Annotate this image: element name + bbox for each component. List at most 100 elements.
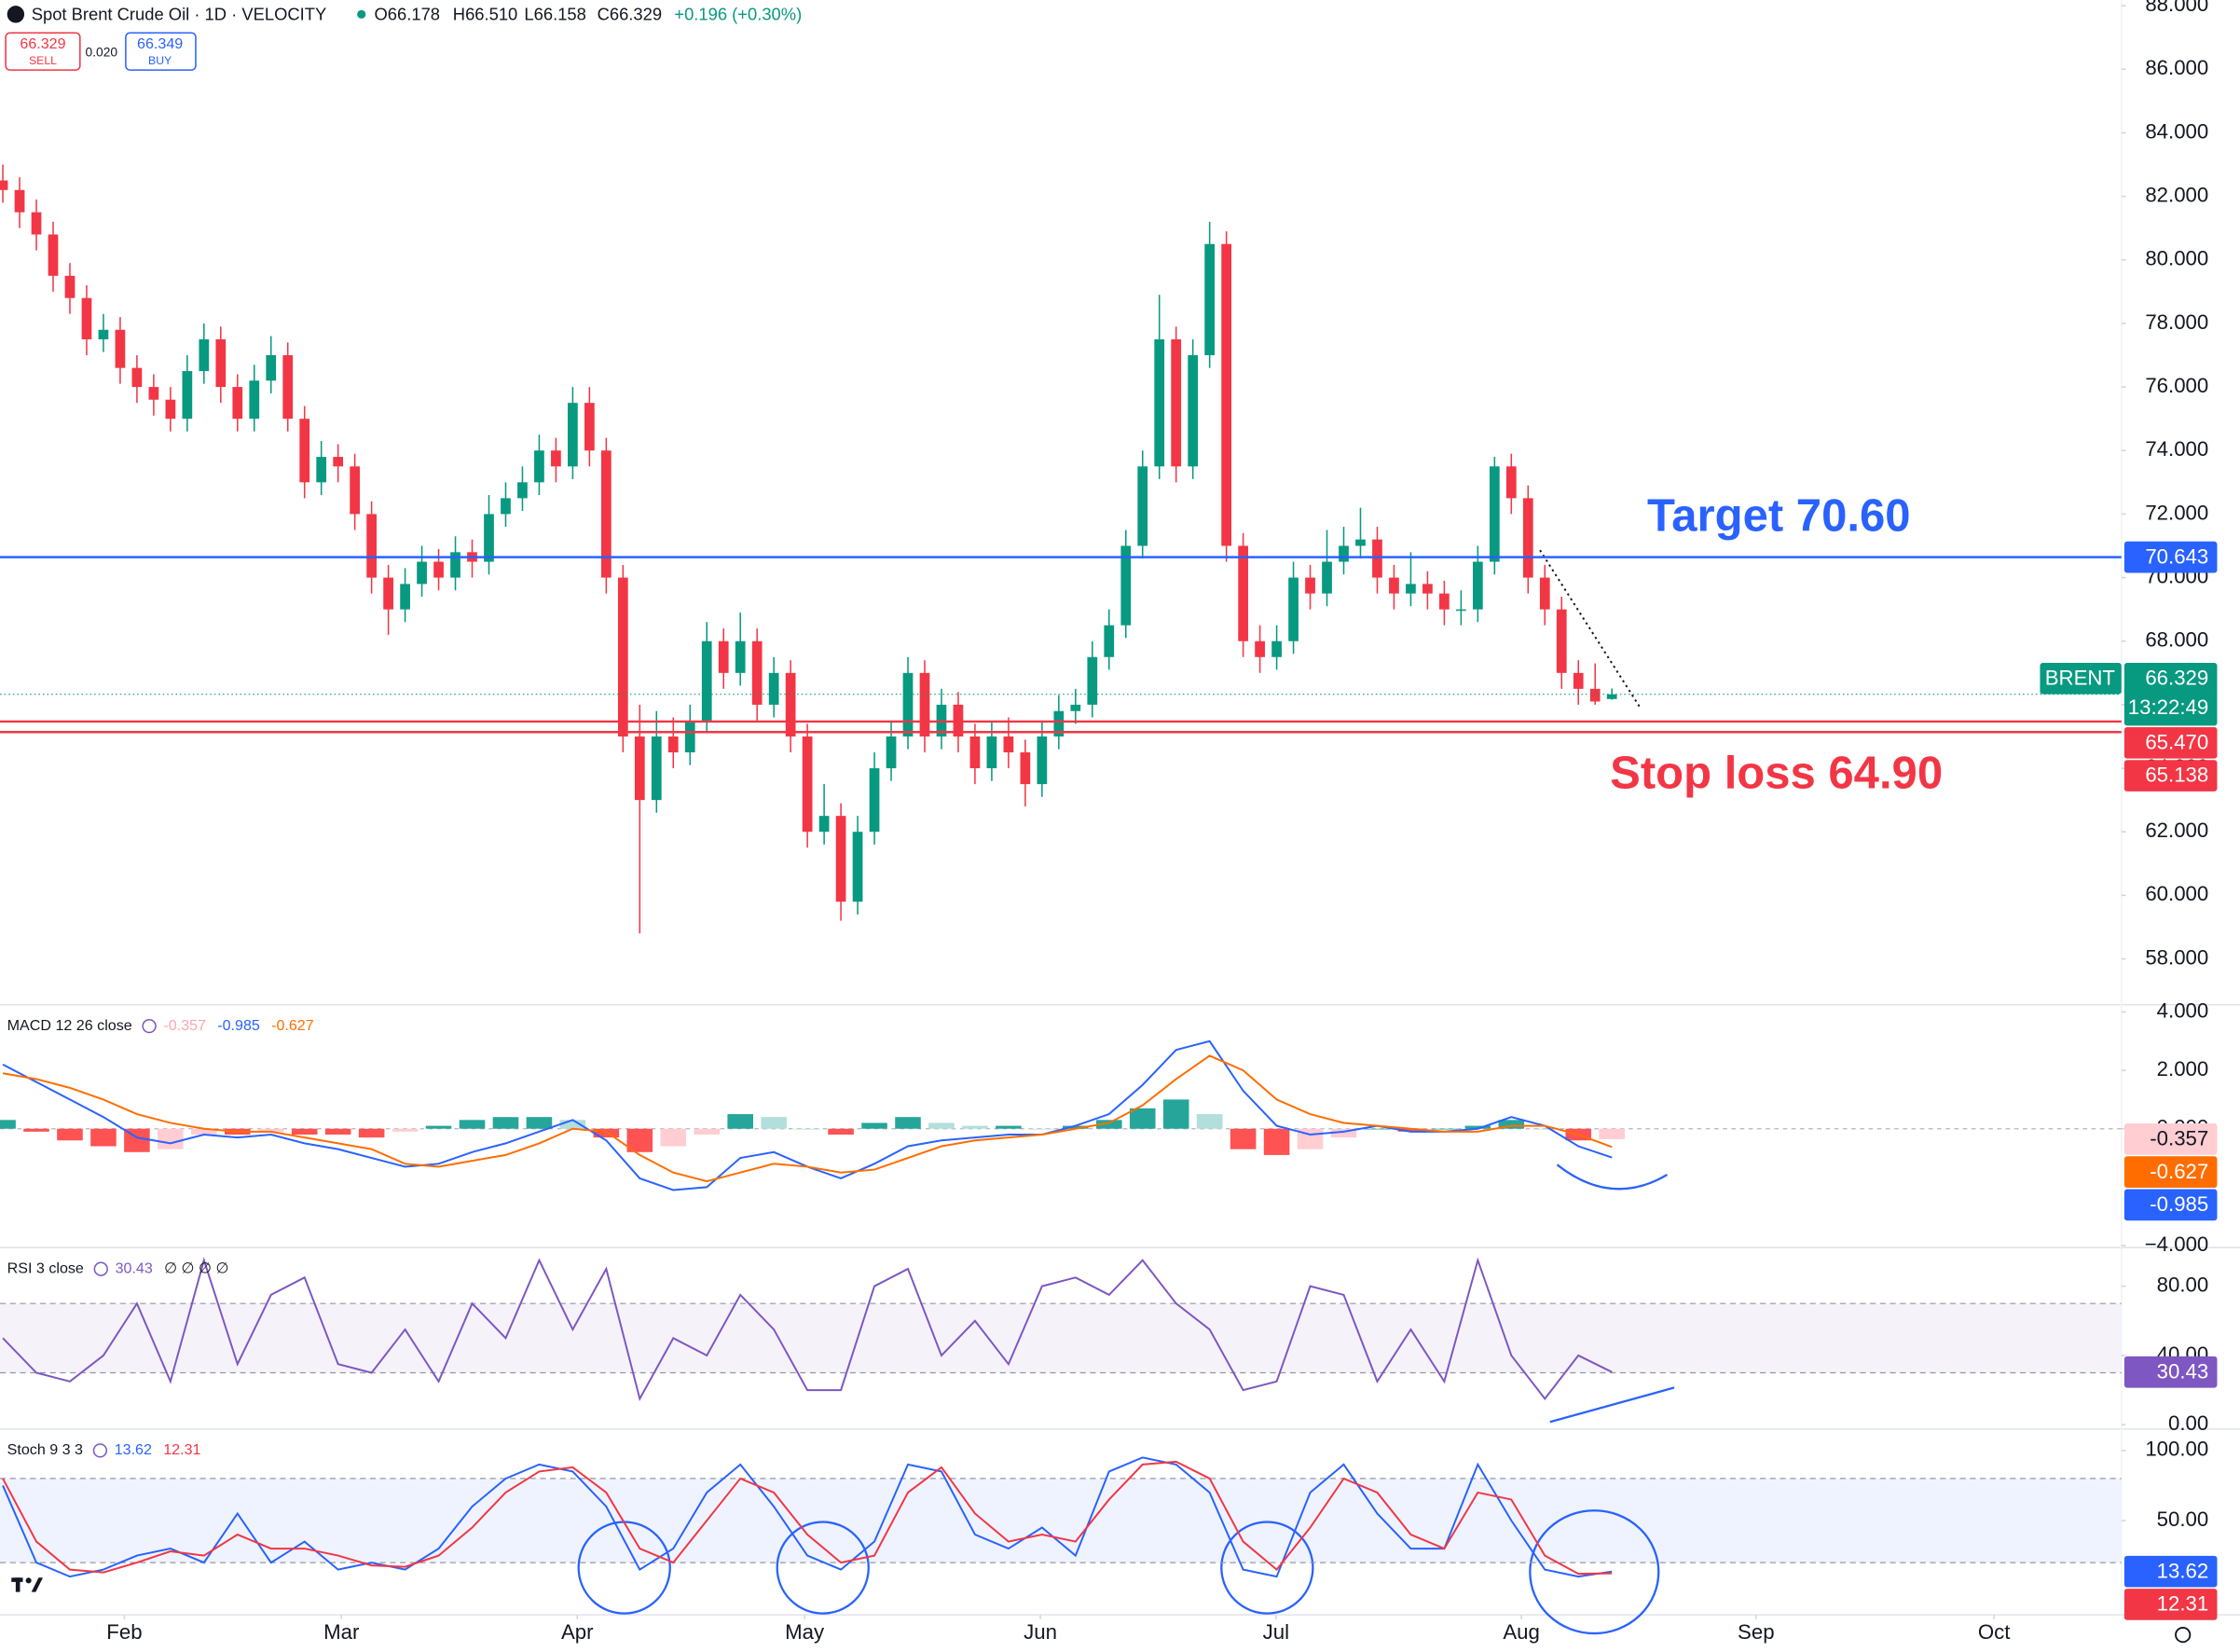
candle-body — [1489, 466, 1500, 562]
y-tick-label: 2.000 — [2157, 1057, 2209, 1081]
histogram-bar — [57, 1128, 83, 1141]
histogram-bar — [90, 1128, 117, 1147]
legend-extra: ∅ ∅ ∅ ∅ — [164, 1260, 228, 1276]
histogram-bar — [996, 1125, 1022, 1129]
candle-body — [333, 457, 344, 467]
x-tick-label: Feb — [106, 1620, 142, 1644]
band-fill — [0, 1478, 2122, 1563]
legend-value: -0.357 — [163, 1017, 206, 1034]
candle-body — [1271, 640, 1282, 657]
histogram-bar — [694, 1128, 721, 1135]
candle-body — [1120, 545, 1132, 626]
value-tag-label: -0.357 — [2150, 1127, 2208, 1150]
candle-body — [517, 482, 528, 499]
candle-body — [1406, 584, 1416, 594]
candle-body — [98, 329, 109, 339]
candle-body — [1322, 561, 1332, 594]
x-tick-label: Jul — [1263, 1620, 1289, 1644]
y-tick-label: 84.000 — [2145, 119, 2208, 143]
candle-body — [1188, 355, 1199, 467]
histogram-bar — [1599, 1128, 1625, 1139]
candle-body — [1606, 694, 1617, 699]
indicator-title: Stoch 9 3 3 — [7, 1441, 83, 1458]
candle-body — [1556, 609, 1567, 673]
candle-body — [1238, 545, 1248, 641]
value-tag — [2123, 760, 2218, 792]
buy-button[interactable] — [125, 32, 197, 71]
histogram-bar — [459, 1120, 486, 1129]
sell-label: SELL — [29, 54, 57, 67]
highlight-circle — [776, 1521, 870, 1615]
candle-body — [667, 736, 679, 753]
candle-body — [1288, 577, 1299, 641]
histogram-bar — [1063, 1125, 1089, 1129]
histogram-bar — [1196, 1114, 1223, 1129]
candle-body — [215, 338, 227, 388]
candle-body — [1221, 243, 1232, 546]
histogram-bar — [257, 1128, 284, 1132]
divergence-line — [1549, 1386, 1675, 1424]
bands-layer — [0, 1303, 2122, 1563]
candle-body — [785, 672, 796, 737]
y-tick-label: 82.000 — [2145, 183, 2208, 206]
histogram-bar — [828, 1128, 854, 1135]
logo-part — [31, 1577, 43, 1592]
candle-body — [1087, 656, 1098, 705]
candle-body — [802, 736, 813, 833]
buy-price: 66.349 — [137, 35, 183, 52]
legend-value: 30.43 — [116, 1260, 153, 1276]
sell-button[interactable] — [5, 32, 81, 71]
y-tick-label: 4.000 — [2157, 998, 2209, 1022]
histogram-bar — [794, 1128, 820, 1130]
value-tag — [2123, 1356, 2218, 1388]
change: +0.196 (+0.30%) — [674, 5, 802, 24]
highlight-circle — [1529, 1509, 1660, 1635]
candle-body — [568, 403, 578, 467]
candle-body — [1589, 688, 1601, 702]
histogram-bar — [392, 1128, 419, 1132]
candle-body — [1070, 704, 1081, 711]
legend-value: -0.627 — [271, 1017, 314, 1034]
candle-body — [1020, 752, 1031, 785]
indicator-line — [2, 1460, 1613, 1576]
y-tick-label: 50.00 — [2157, 1507, 2209, 1531]
candle-body — [484, 514, 494, 562]
y-tick-label: 0.00 — [2168, 1411, 2208, 1435]
candle-body — [751, 640, 763, 705]
candle-body — [383, 577, 393, 610]
y-tick-label: 78.000 — [2145, 310, 2208, 334]
histogram-bar — [492, 1117, 519, 1129]
candle-body — [600, 450, 612, 578]
candle-body — [969, 736, 981, 769]
histogram-bar — [1095, 1120, 1122, 1129]
y-tick-label: 76.000 — [2145, 374, 2208, 397]
y-tick-label: −4.000 — [2145, 1232, 2209, 1256]
market-status — [357, 9, 366, 19]
x-tick-label: Sep — [1738, 1620, 1775, 1644]
annotation: Target 70.60 — [1647, 490, 1910, 541]
candle-body — [919, 672, 930, 737]
value-tag-label: 65.470 — [2145, 730, 2208, 753]
countdown: 13:22:49 — [2128, 695, 2208, 719]
candle-body — [1355, 539, 1366, 546]
ohlc-high: H66.510 — [453, 5, 517, 24]
histogram-bar — [1330, 1128, 1357, 1138]
histogram-bar — [1532, 1128, 1559, 1130]
value-tag-label: -0.627 — [2150, 1160, 2208, 1183]
candle-body — [350, 466, 361, 515]
candle-body — [1171, 338, 1182, 467]
value-tag-label: 70.643 — [2145, 544, 2208, 568]
candle-body — [584, 403, 595, 451]
histogram-bar — [291, 1128, 318, 1135]
candle-body — [417, 561, 427, 585]
logo-part — [25, 1577, 32, 1584]
candle-body — [818, 816, 830, 833]
y-tick-label: 80.00 — [2157, 1273, 2209, 1296]
settings-icon[interactable] — [2175, 1627, 2192, 1644]
x-tick-label: Mar — [323, 1620, 360, 1644]
histogram-bar — [191, 1128, 217, 1135]
histogram-bar — [861, 1122, 887, 1129]
histogram-bar — [158, 1128, 184, 1150]
